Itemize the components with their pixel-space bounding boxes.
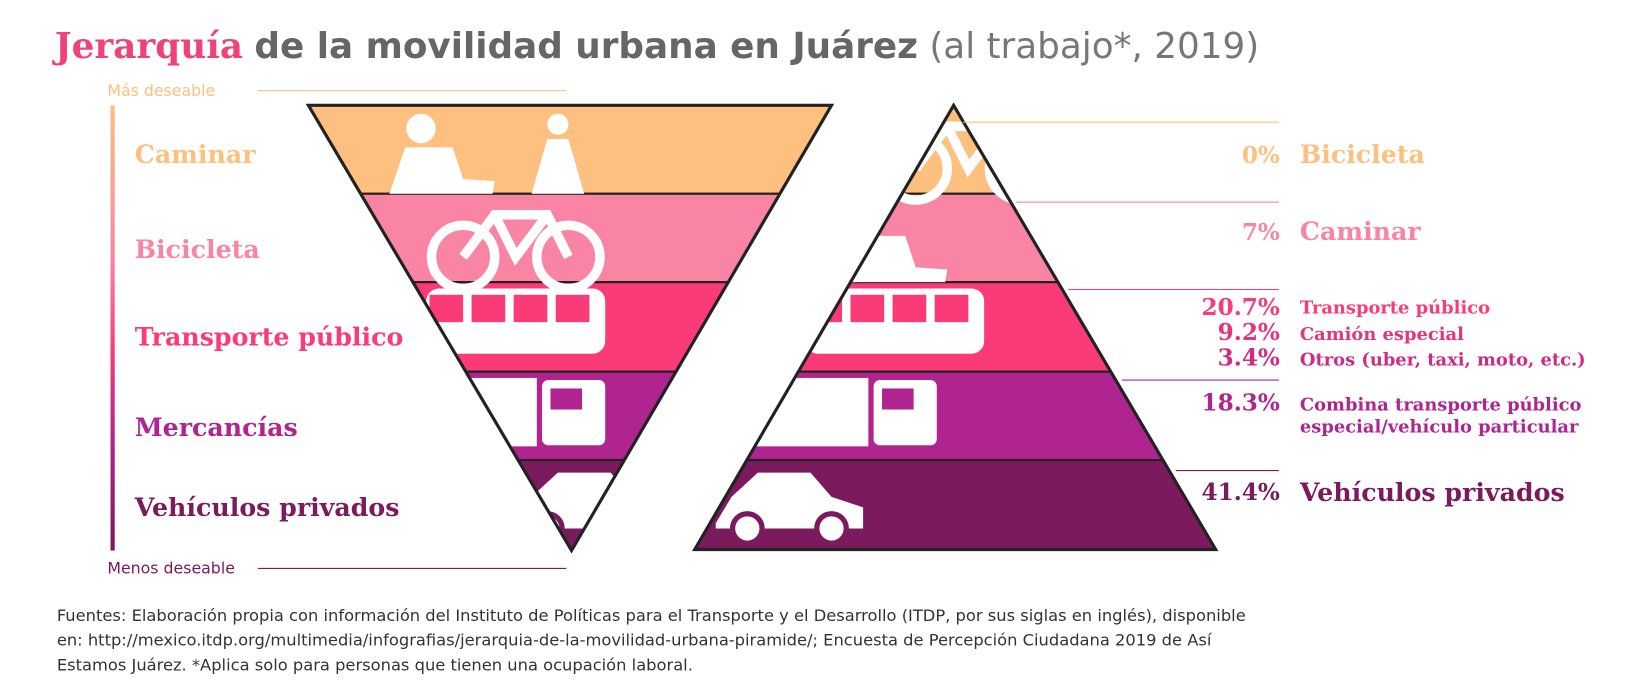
row-label: Caminar bbox=[1300, 216, 1421, 246]
level-label: Vehículos privados bbox=[134, 492, 400, 522]
percent: 0% bbox=[1242, 142, 1280, 169]
icon bbox=[850, 294, 885, 323]
icon bbox=[818, 202, 840, 224]
percent: 3.4% bbox=[1218, 344, 1280, 371]
icon bbox=[406, 113, 436, 144]
title: Jerarquía de la movilidad urbana en Juár… bbox=[52, 25, 1259, 67]
gradient-bar bbox=[110, 105, 115, 551]
icon bbox=[729, 511, 765, 546]
row-label: Bicicleta bbox=[1300, 139, 1425, 169]
outline bbox=[305, 103, 835, 554]
top-label: Más deseable bbox=[107, 81, 215, 100]
row-label: Transporte público bbox=[1300, 298, 1490, 319]
icon bbox=[892, 294, 927, 323]
percent: 18.3% bbox=[1202, 390, 1280, 417]
percent: 7% bbox=[1242, 219, 1280, 246]
icon bbox=[984, 132, 1058, 205]
icon bbox=[471, 294, 506, 323]
row-label: Vehículos privados bbox=[1299, 477, 1565, 507]
icon bbox=[747, 377, 869, 447]
icon bbox=[803, 227, 856, 283]
icon bbox=[934, 294, 969, 323]
band bbox=[694, 370, 1216, 462]
icon bbox=[531, 139, 585, 194]
bottom-label: Menos deseable bbox=[107, 559, 235, 578]
right-labels: 0% Bicicleta 7% Caminar 20.7% Transporte… bbox=[1202, 139, 1586, 507]
right-lines bbox=[963, 121, 1279, 472]
percent: 41.4% bbox=[1202, 479, 1280, 506]
footnote: Estamos Juárez. *Aplica solo para person… bbox=[57, 656, 693, 675]
footnote: Fuentes: Elaboración propia con informac… bbox=[57, 606, 1246, 625]
row-label: especial/vehículo particular bbox=[1300, 417, 1579, 438]
level-label: Mercancías bbox=[135, 412, 298, 442]
level-label: Transporte público bbox=[135, 321, 404, 351]
row-label: Otros (uber, taxi, moto, etc.) bbox=[1300, 349, 1586, 370]
icon bbox=[614, 511, 649, 546]
icon bbox=[459, 210, 573, 266]
icon bbox=[555, 294, 590, 323]
icon bbox=[547, 113, 569, 135]
row-label: Camión especial bbox=[1300, 324, 1464, 345]
footnote: en: http://mexico.itdp.org/multimedia/in… bbox=[57, 630, 1212, 649]
icon bbox=[882, 388, 914, 410]
left-labels: Caminar Bicicleta Transporte público Mer… bbox=[134, 139, 404, 522]
row-label: Combina transporte público bbox=[1300, 395, 1582, 416]
icon bbox=[513, 294, 548, 323]
level-label: Bicicleta bbox=[135, 234, 260, 264]
icon bbox=[550, 388, 583, 410]
outline bbox=[691, 102, 1219, 552]
percent: 20.7% bbox=[1202, 294, 1280, 321]
icon bbox=[814, 511, 849, 546]
band bbox=[308, 192, 832, 284]
level-label: Caminar bbox=[135, 139, 256, 169]
icon bbox=[389, 147, 495, 194]
percent: 9.2% bbox=[1218, 319, 1280, 346]
